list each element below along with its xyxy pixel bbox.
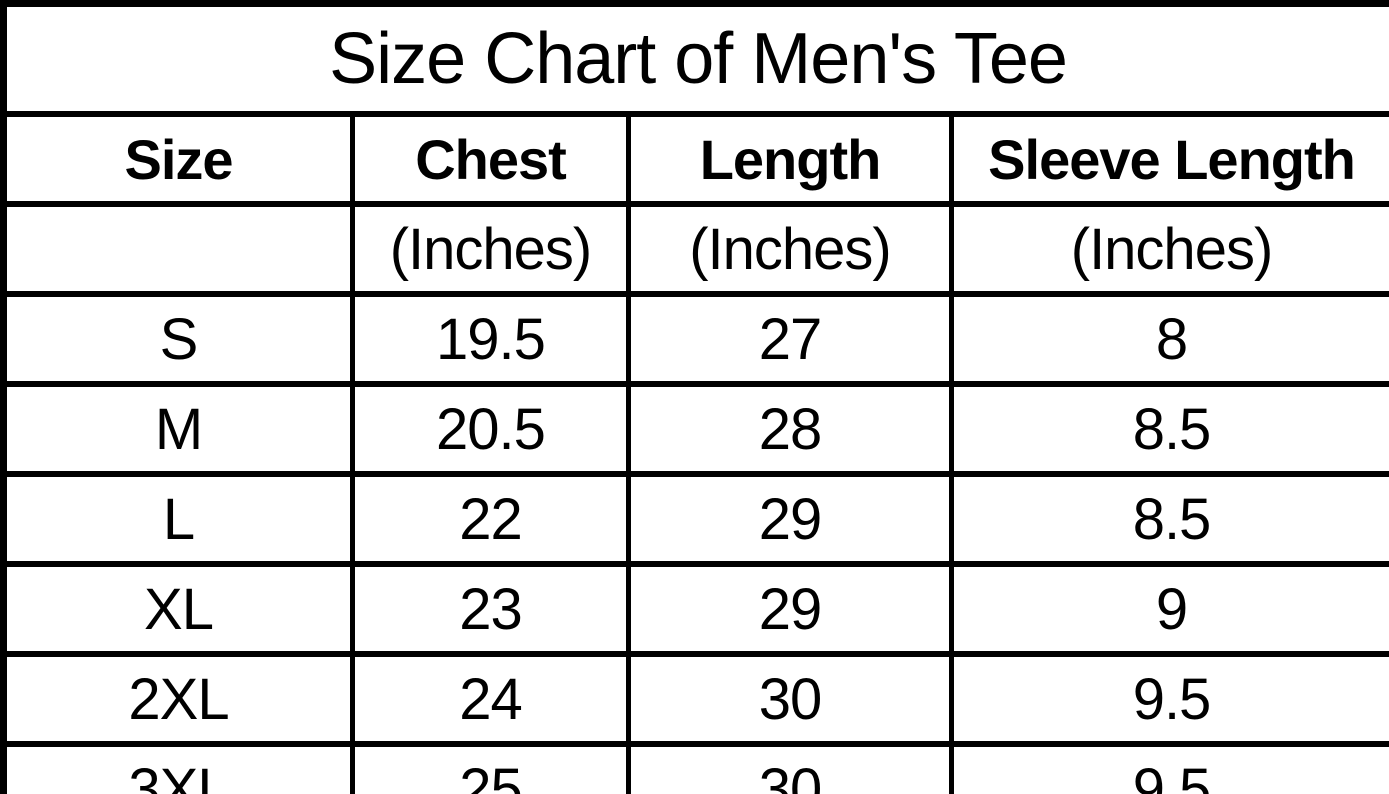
table-row: XL 23 29 9 [1, 561, 1389, 657]
header-row: Size Chest Length Sleeve Length [1, 111, 1389, 207]
page-title: Size Chart of Men's Tee [0, 0, 1389, 117]
size-value: L [1, 471, 355, 567]
size-value: M [1, 381, 355, 477]
chest-value: 24 [350, 651, 631, 747]
table-row: L 22 29 8.5 [1, 471, 1389, 567]
table-row: S 19.5 27 8 [1, 291, 1389, 387]
sleeve-length-value: 9.5 [948, 741, 1389, 794]
chest-value: 19.5 [350, 291, 631, 387]
length-value: 30 [626, 741, 954, 794]
chest-value: 25 [350, 741, 631, 794]
length-value: 27 [626, 291, 954, 387]
size-value: S [1, 291, 355, 387]
units-length-cell: (Inches) [626, 201, 954, 297]
sleeve-length-value: 8.5 [948, 471, 1389, 567]
sleeve-length-value: 9.5 [948, 651, 1389, 747]
length-value: 29 [626, 471, 954, 567]
sleeve-length-value: 8.5 [948, 381, 1389, 477]
table-row: M 20.5 28 8.5 [1, 381, 1389, 477]
column-header-chest: Chest [350, 111, 631, 207]
table-row: 2XL 24 30 9.5 [1, 651, 1389, 747]
chest-value: 20.5 [350, 381, 631, 477]
column-header-size: Size [1, 111, 355, 207]
units-chest-cell: (Inches) [350, 201, 631, 297]
size-value: 2XL [1, 651, 355, 747]
length-value: 28 [626, 381, 954, 477]
length-value: 29 [626, 561, 954, 657]
size-value: XL [1, 561, 355, 657]
units-row: (Inches) (Inches) (Inches) [1, 201, 1389, 297]
units-sleeve-length-cell: (Inches) [948, 201, 1389, 297]
length-value: 30 [626, 651, 954, 747]
chest-value: 22 [350, 471, 631, 567]
chest-value: 23 [350, 561, 631, 657]
title-row: Size Chart of Men's Tee [0, 0, 1389, 117]
column-header-sleeve-length: Sleeve Length [948, 111, 1389, 207]
column-header-length: Length [626, 111, 954, 207]
size-value: 3XL [1, 741, 355, 794]
sleeve-length-value: 8 [948, 291, 1389, 387]
table-row: 3XL 25 30 9.5 [1, 741, 1389, 794]
units-size-cell [1, 201, 355, 297]
sleeve-length-value: 9 [948, 561, 1389, 657]
